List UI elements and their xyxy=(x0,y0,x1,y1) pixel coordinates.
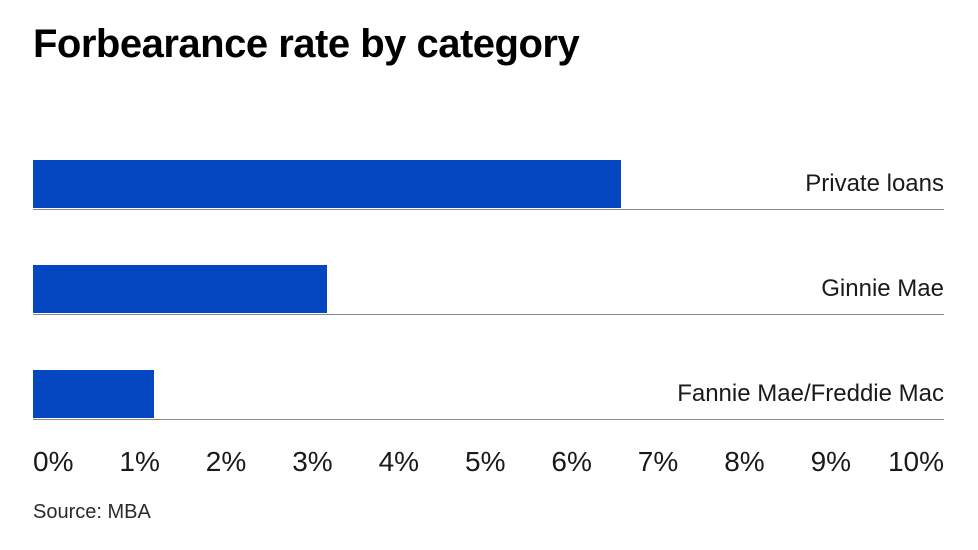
bar-row-private-loans: Private loans xyxy=(33,160,944,210)
x-axis-tick: 4% xyxy=(378,446,420,477)
x-axis-tick: 8% xyxy=(724,446,765,477)
x-axis-tick: 1% xyxy=(119,446,160,477)
bar-row-ginnie-mae: Ginnie Mae xyxy=(33,265,944,315)
x-axis-tick: 0% xyxy=(33,446,74,477)
bar-fannie-freddie xyxy=(33,370,154,418)
chart-title: Forbearance rate by category xyxy=(33,22,580,66)
bar-ginnie-mae xyxy=(33,265,327,313)
category-label-fannie-freddie: Fannie Mae/Freddie Mac xyxy=(677,380,944,407)
x-axis-tick: 9% xyxy=(810,446,852,477)
x-axis-tick: 2% xyxy=(205,446,247,477)
bar-chart: Private loans Ginnie Mae Fannie Mae/Fred… xyxy=(33,160,944,475)
x-axis-tick: 10% xyxy=(887,446,944,477)
x-axis-tick: 7% xyxy=(637,446,679,477)
x-axis-tick: 3% xyxy=(292,446,333,477)
bar-row-fannie-freddie: Fannie Mae/Freddie Mac xyxy=(33,370,944,420)
category-label-ginnie-mae: Ginnie Mae xyxy=(821,275,944,302)
category-label-private-loans: Private loans xyxy=(805,170,944,197)
x-axis-tick: 6% xyxy=(551,446,592,477)
bar-private-loans xyxy=(33,160,621,208)
x-axis: 0% 1% 2% 3% 4% 5% 6% 7% 8% 9% 10% xyxy=(33,446,944,482)
x-axis-tick: 5% xyxy=(465,446,506,477)
source-note: Source: MBA xyxy=(33,501,151,523)
